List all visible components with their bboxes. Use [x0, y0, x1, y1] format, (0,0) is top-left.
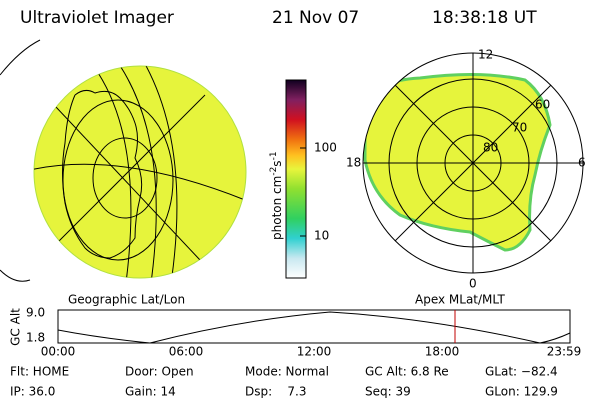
- info-field: Seq: 39: [365, 385, 411, 399]
- colorbar-tick-label: 10: [314, 229, 329, 243]
- lat-label: 60: [535, 98, 550, 112]
- mlt-label: 18: [346, 156, 361, 170]
- polar-image: [362, 52, 584, 274]
- info-field: Gain: 14: [125, 385, 176, 399]
- info-field: GLat: −82.4: [485, 365, 558, 379]
- info-field: GC Alt: 6.8 Re: [365, 365, 449, 379]
- altitude-frame: [57, 309, 571, 344]
- unit-exponent: -1: [269, 151, 279, 160]
- date: 21 Nov 07: [272, 8, 359, 28]
- y-tick-label: 1.8: [26, 331, 45, 345]
- unit: s: [270, 160, 284, 166]
- mlt-label: 0: [469, 277, 477, 291]
- info-field: Door: Open: [125, 365, 194, 379]
- x-tick-label: 00:00: [41, 345, 76, 359]
- y-tick-label: 9.0: [26, 306, 45, 320]
- colorbar-tick-label: 100: [314, 141, 337, 155]
- x-tick-label: 23:59: [547, 345, 582, 359]
- colorbar: [285, 79, 307, 279]
- mlt-label: 12: [478, 48, 493, 62]
- x-tick-label: 18:00: [425, 345, 460, 359]
- info-field: Dsp: 7.3: [245, 385, 307, 399]
- info-field: Mode: Normal: [245, 365, 329, 379]
- unit: photon cm: [270, 176, 284, 240]
- info-field: GLon: 129.9: [485, 385, 558, 399]
- instrument: Ultraviolet Imager: [20, 8, 174, 28]
- geographic-image: [0, 39, 247, 282]
- lat-label: 80: [483, 141, 498, 155]
- x-tick-label: 12:00: [297, 345, 332, 359]
- altitude-curve: [57, 311, 571, 344]
- unit-exponent: -2: [269, 167, 279, 176]
- x-tick-label: 06:00: [169, 345, 204, 359]
- info-field: IP: 36.0: [10, 385, 55, 399]
- time: 18:38:18 UT: [432, 8, 537, 28]
- altitude-axis-label: GC Alt: [9, 308, 23, 346]
- colorbar-unit: photon cm-2s-1: [269, 151, 284, 240]
- info-field: Flt: HOME: [10, 365, 69, 379]
- lat-label: 70: [512, 121, 527, 135]
- left-image-label: Geographic Lat/Lon: [68, 293, 185, 307]
- right-image-label: Apex MLat/MLT: [415, 293, 505, 307]
- mlt-label: 6: [578, 156, 586, 170]
